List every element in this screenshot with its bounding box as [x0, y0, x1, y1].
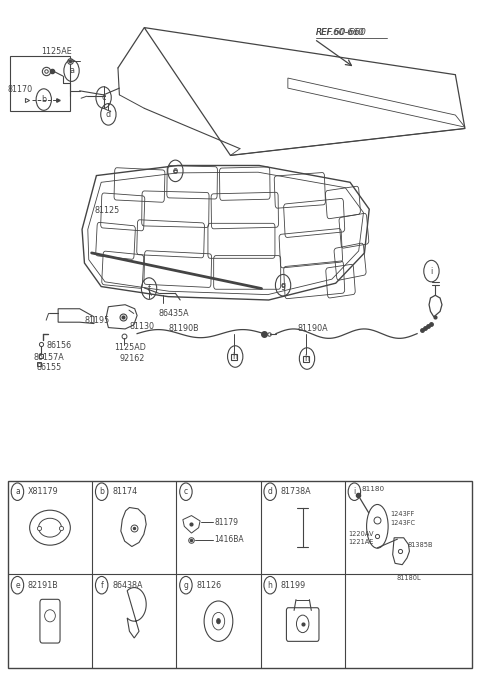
Text: REF.60-660: REF.60-660 [316, 28, 364, 38]
Text: 86157A: 86157A [33, 353, 64, 362]
Circle shape [216, 619, 220, 624]
Text: 81125: 81125 [94, 206, 119, 215]
Text: 86156: 86156 [46, 341, 72, 350]
Text: c: c [184, 487, 188, 496]
Text: f: f [100, 581, 103, 590]
Text: 86435A: 86435A [158, 309, 189, 318]
Text: e: e [173, 166, 178, 175]
Text: 1221AE: 1221AE [348, 539, 374, 545]
Text: 81190B: 81190B [168, 324, 199, 334]
Text: i: i [353, 487, 356, 496]
Text: f: f [148, 284, 151, 293]
Text: 81385B: 81385B [407, 541, 432, 547]
Text: h: h [233, 352, 238, 361]
Text: 1125AD: 1125AD [115, 342, 146, 352]
Text: h: h [268, 581, 273, 590]
Text: 86438A: 86438A [112, 581, 143, 590]
Text: a: a [15, 487, 20, 496]
Text: b: b [99, 487, 104, 496]
Text: REF.60-660: REF.60-660 [316, 28, 367, 38]
Text: 81195: 81195 [84, 316, 110, 326]
Text: 1416BA: 1416BA [215, 535, 244, 545]
Text: d: d [106, 110, 111, 119]
Text: a: a [69, 66, 74, 75]
Text: 1243FC: 1243FC [391, 520, 416, 526]
Text: 81180L: 81180L [396, 575, 420, 581]
Text: 81179: 81179 [215, 518, 239, 527]
Text: e: e [15, 581, 20, 590]
Text: X81179: X81179 [28, 487, 59, 496]
Text: 1243FF: 1243FF [391, 512, 415, 517]
Text: h: h [304, 354, 310, 363]
Text: 81190A: 81190A [298, 324, 328, 334]
Text: d: d [268, 487, 273, 496]
Text: 1220AV: 1220AV [348, 531, 374, 537]
Text: g: g [183, 581, 188, 590]
Text: 81174: 81174 [112, 487, 137, 496]
Text: 81180: 81180 [361, 486, 384, 491]
Text: 1125AE: 1125AE [41, 47, 72, 56]
Text: 92162: 92162 [120, 354, 145, 363]
Text: g: g [280, 280, 286, 290]
Text: 86155: 86155 [36, 363, 62, 373]
Text: 81130: 81130 [130, 321, 155, 331]
Text: 81738A: 81738A [281, 487, 312, 496]
Text: 82191B: 82191B [28, 581, 59, 590]
Text: b: b [41, 95, 47, 104]
Text: i: i [430, 267, 432, 276]
Text: 81170: 81170 [8, 85, 33, 94]
Text: c: c [101, 93, 106, 102]
Text: 81199: 81199 [281, 581, 306, 590]
Text: 81126: 81126 [196, 581, 222, 590]
